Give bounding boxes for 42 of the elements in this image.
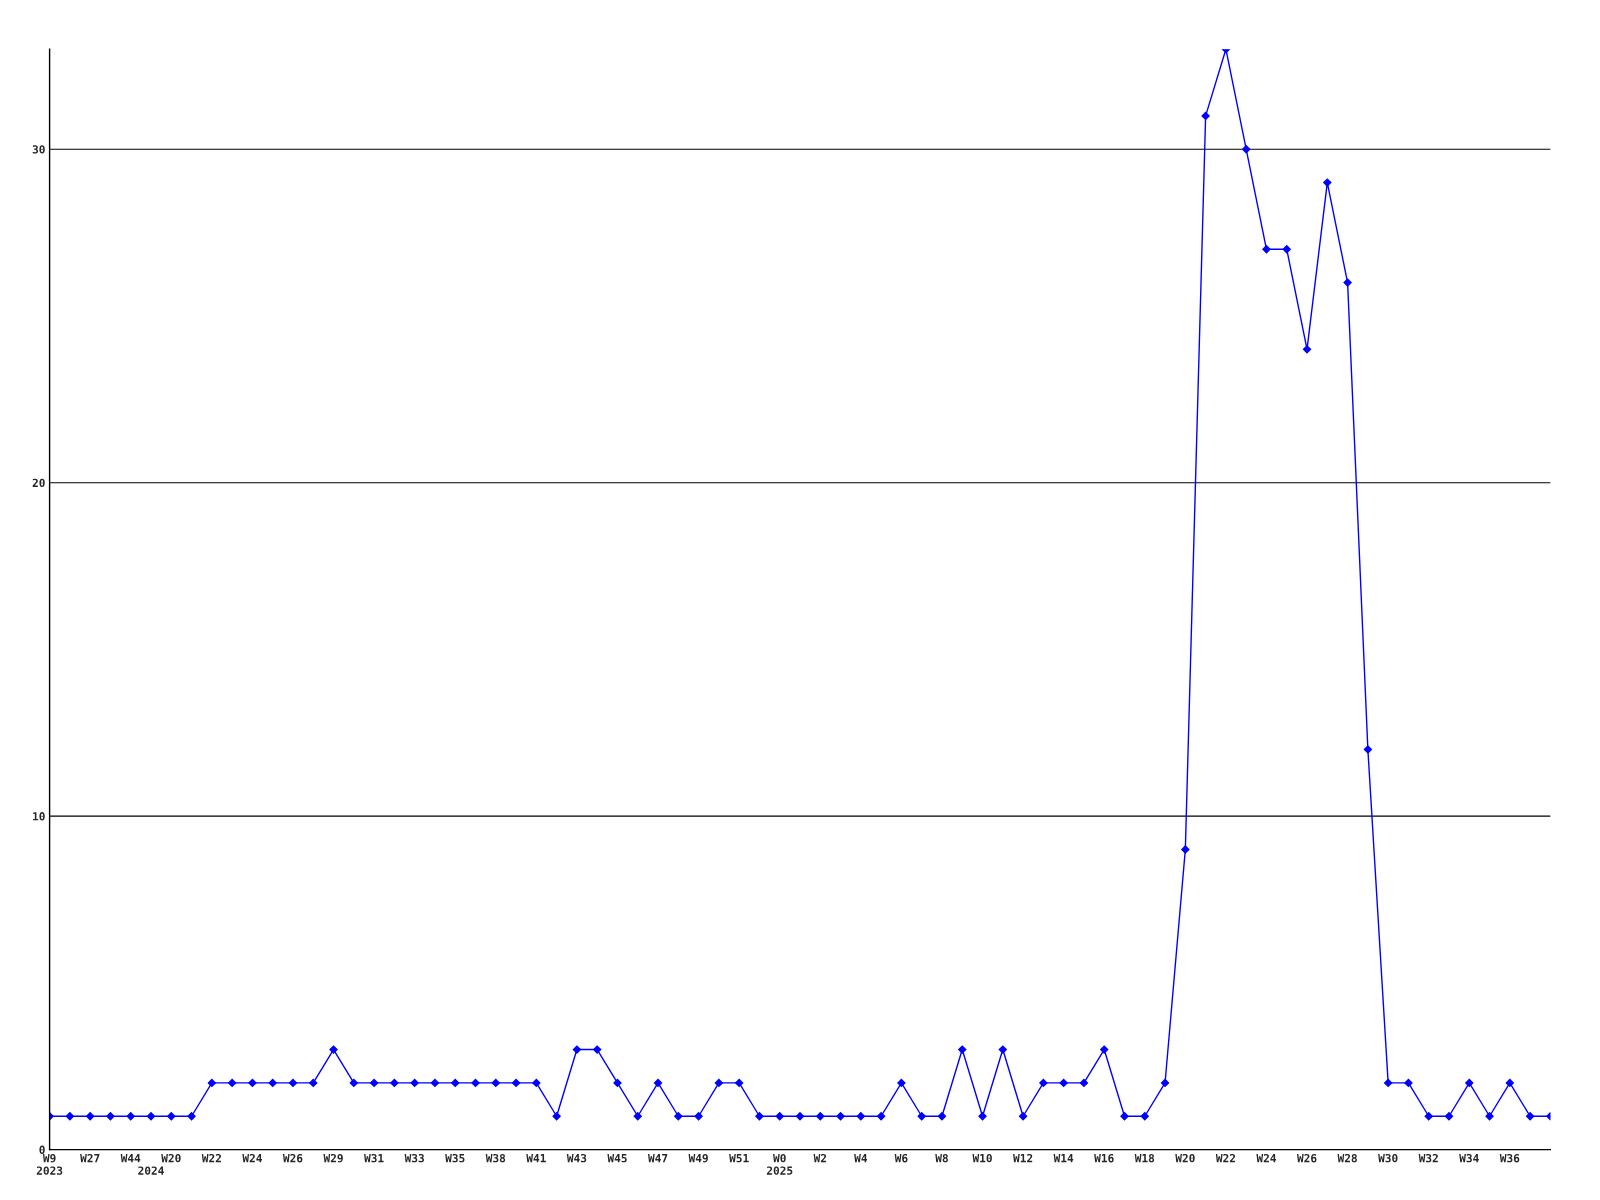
y-tick-label: 30 — [32, 145, 45, 154]
x-tick-label: W20 — [161, 1153, 181, 1163]
x-tick-label: W35 — [445, 1153, 465, 1163]
y-tick-label: 0 — [39, 1145, 45, 1154]
x-tick-label: W14 — [1053, 1154, 1074, 1163]
x-tick-label: W38 — [485, 1153, 506, 1163]
x-tick-label: W18 — [1134, 1153, 1155, 1163]
x-tick-label: W10 — [972, 1153, 992, 1163]
x-tick-label: W47 — [648, 1154, 668, 1163]
x-tick-label: W45 — [607, 1154, 627, 1163]
x-tick-label: W29 — [323, 1153, 343, 1163]
x-tick-label: W43 — [566, 1153, 587, 1163]
x-tick-label: W16 — [1094, 1153, 1114, 1163]
x-tick-label: W20 — [1175, 1153, 1195, 1163]
x-tick-label: W22 — [1215, 1153, 1236, 1163]
x-tick-label: 2024 — [138, 1166, 164, 1175]
y-tick-label: 10 — [33, 812, 45, 821]
x-tick-label: W8 — [935, 1153, 948, 1163]
x-tick-label: W4 — [854, 1154, 868, 1163]
x-tick-label: W31 — [364, 1153, 384, 1163]
x-tick-label: W32 — [1418, 1153, 1438, 1163]
x-tick-label: W0 2025 — [766, 1153, 793, 1175]
x-tick-label: W34 — [1459, 1153, 1479, 1163]
x-tick-label: W33 — [404, 1153, 424, 1163]
x-tick-label: W9 2023 — [36, 1154, 63, 1175]
x-tick-label: W27 — [80, 1153, 100, 1163]
x-tick-label: W26 — [1296, 1153, 1317, 1163]
x-tick-label: W24 — [1256, 1153, 1276, 1163]
x-tick-label: W49 — [688, 1154, 708, 1163]
x-tick-label: W12 — [1013, 1153, 1033, 1163]
x-tick-label: W6 — [894, 1153, 908, 1163]
x-tick-label: W22 — [201, 1153, 221, 1163]
x-tick-label: W51 — [729, 1154, 749, 1163]
x-tick-label: W44 — [120, 1154, 141, 1163]
x-tick-label: W28 — [1337, 1153, 1357, 1163]
x-tick-label: W30 — [1378, 1153, 1398, 1163]
y-tick-label: 20 — [32, 478, 45, 488]
x-tick-label: W26 — [282, 1153, 303, 1163]
x-tick-label: W24 — [242, 1153, 262, 1163]
x-tick-label: W2 — [813, 1153, 827, 1163]
x-tick-label: W41 — [526, 1154, 546, 1163]
x-tick-label: W36 — [1499, 1153, 1520, 1163]
